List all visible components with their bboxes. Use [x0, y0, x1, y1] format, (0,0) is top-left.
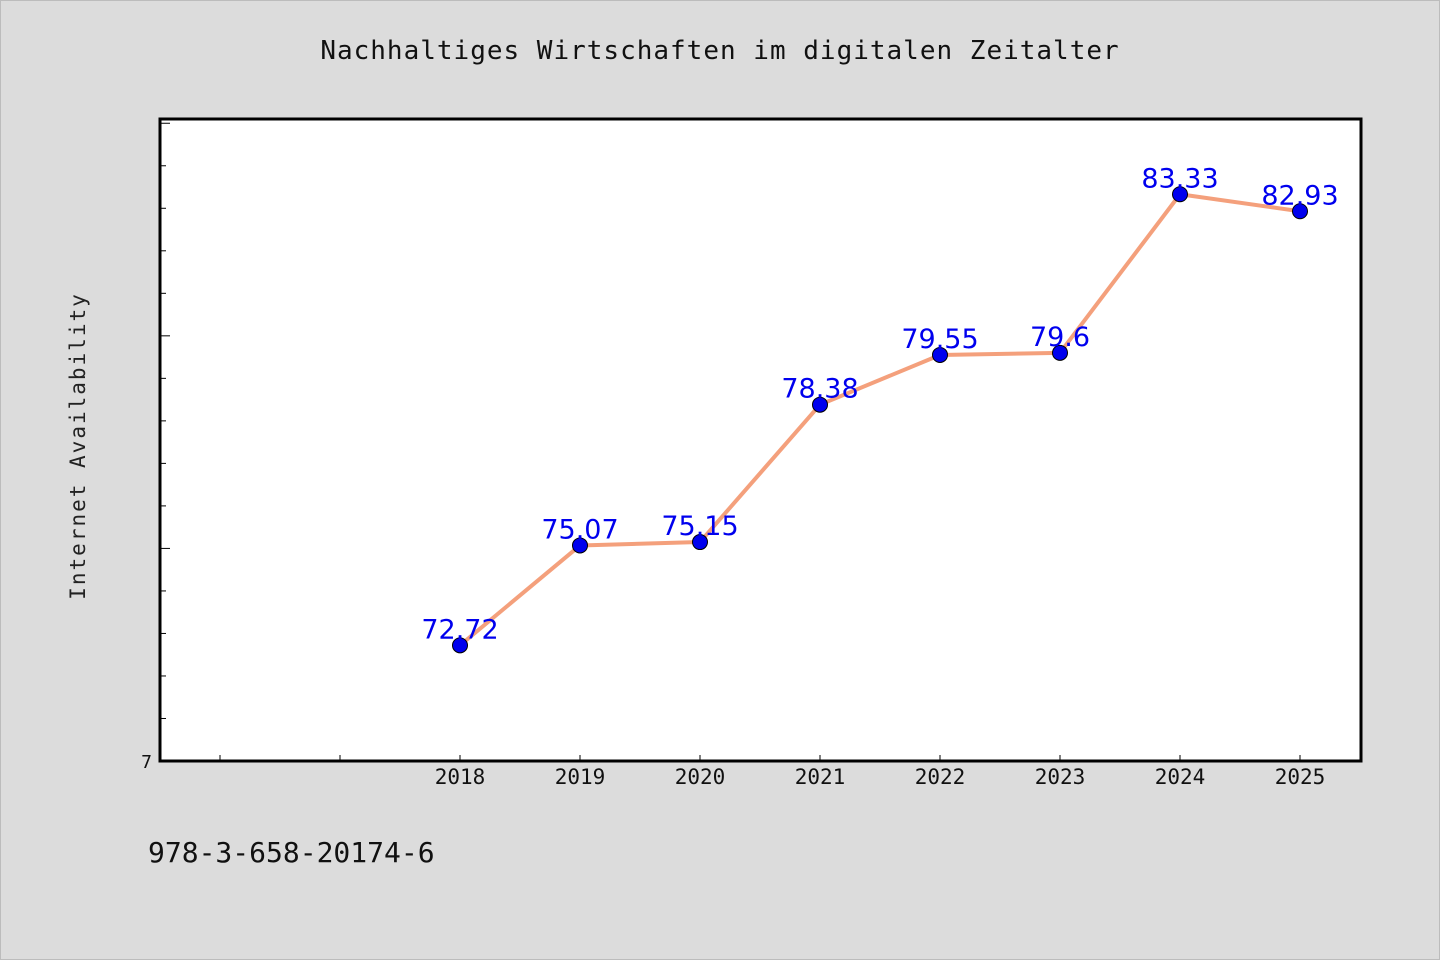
data-point — [1052, 344, 1068, 361]
data-label: 75.07 — [541, 514, 618, 545]
data-label: 79.6 — [1030, 322, 1090, 353]
y-tick-label: 7 — [141, 752, 152, 773]
data-label: 72.72 — [421, 614, 498, 645]
data-point — [692, 534, 708, 551]
x-tick-label: 2023 — [1035, 765, 1086, 789]
data-label: 78.38 — [781, 374, 858, 405]
series-line — [458, 192, 1302, 648]
data-point — [1292, 203, 1308, 220]
x-tick-label: 2024 — [1155, 765, 1206, 789]
data-point — [812, 396, 828, 413]
x-tick-label: 2022 — [915, 765, 966, 789]
data-point — [452, 637, 468, 654]
data-label: 83.33 — [1141, 163, 1218, 194]
data-label: 82.93 — [1261, 180, 1338, 211]
isbn-text: 978-3-658-20174-6 — [148, 836, 435, 869]
x-tick-label: 2021 — [795, 765, 846, 789]
x-tick-label: 2020 — [675, 765, 726, 789]
x-tick-label: 2019 — [555, 765, 606, 789]
data-label: 79.55 — [901, 324, 978, 355]
plot-area — [158, 117, 1363, 763]
x-tick-label: 2025 — [1275, 765, 1326, 789]
data-point — [1172, 186, 1188, 203]
x-tick-label: 2018 — [435, 765, 486, 789]
chart-title: Nachhaltiges Wirtschaften im digitalen Z… — [320, 36, 1120, 66]
data-point — [932, 346, 948, 363]
data-point — [572, 537, 588, 554]
data-label: 75.15 — [661, 511, 738, 542]
